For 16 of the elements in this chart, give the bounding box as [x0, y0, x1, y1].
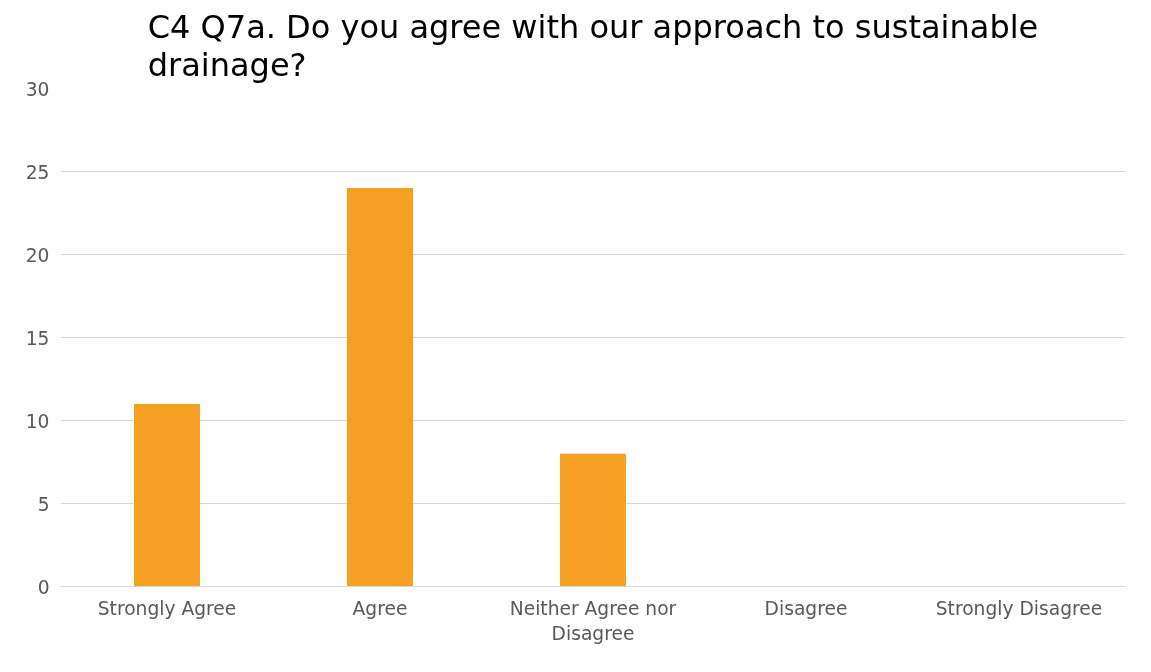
- y-tick-label: 15: [25, 327, 50, 349]
- y-tick-label: 0: [37, 576, 50, 598]
- chart-title: C4 Q7a. Do you agree with our approach to sustainable drainage?: [147, 7, 1039, 84]
- bar: [133, 403, 201, 587]
- y-tick-label: 20: [25, 244, 50, 266]
- bar: [346, 188, 414, 587]
- y-tick-label: 10: [25, 410, 50, 432]
- x-tick-label: Neither Agree nor Disagree: [509, 597, 677, 644]
- x-tick-label: Disagree: [764, 597, 848, 619]
- x-tick-label: Strongly Agree: [97, 597, 237, 619]
- x-tick-label: Agree: [352, 597, 408, 619]
- x-tick-label: Strongly Disagree: [935, 597, 1103, 619]
- y-tick-label: 25: [25, 161, 50, 183]
- y-tick-label: 30: [25, 78, 50, 100]
- bar: [559, 453, 627, 587]
- y-tick-label: 5: [37, 493, 50, 515]
